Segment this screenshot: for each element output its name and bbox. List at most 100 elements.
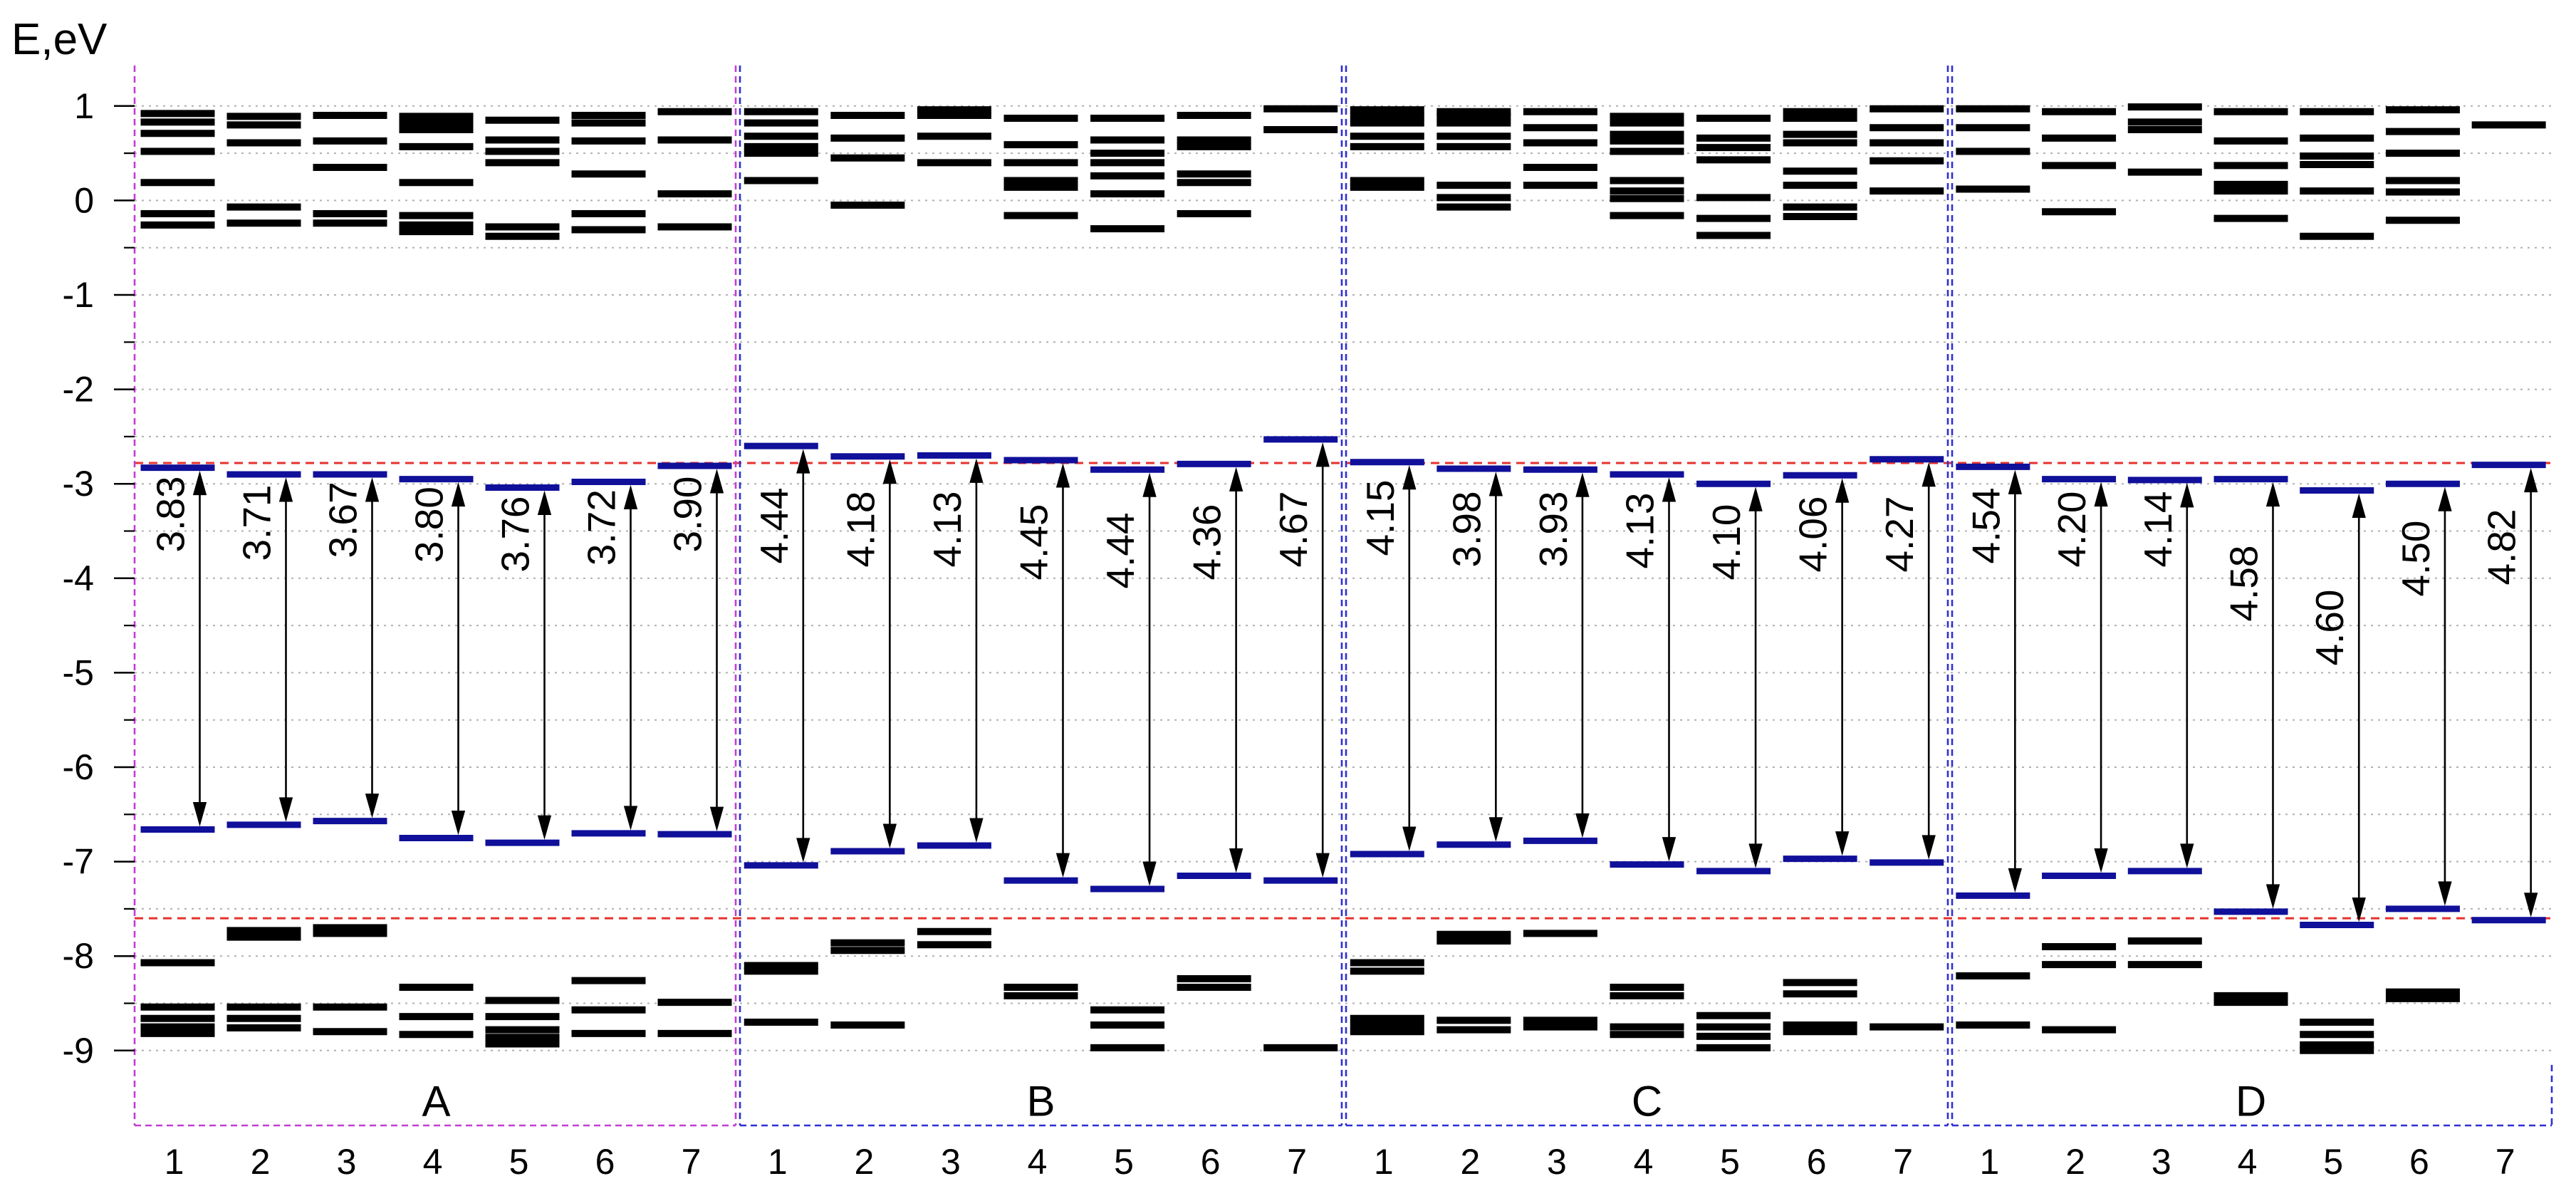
arrowhead-up bbox=[2438, 487, 2452, 511]
arrowhead-up bbox=[365, 477, 380, 502]
gap-arrow bbox=[1835, 478, 1850, 856]
gap-label: 4.60 bbox=[2308, 589, 2352, 665]
gap-arrow bbox=[537, 490, 552, 840]
molecule-levels: 4.67 bbox=[1263, 105, 1338, 1051]
arrowhead-up bbox=[2352, 493, 2366, 518]
arrowhead-down bbox=[451, 810, 466, 836]
arrowhead-down bbox=[969, 818, 984, 843]
gap-arrow bbox=[2180, 483, 2194, 868]
gap-arrow bbox=[2523, 467, 2538, 917]
gap-label: 4.10 bbox=[1704, 504, 1748, 580]
gap-arrow bbox=[365, 477, 380, 818]
gap-label: 3.90 bbox=[666, 476, 710, 552]
gap-label: 4.54 bbox=[1964, 487, 2008, 563]
arrowhead-up bbox=[1488, 472, 1503, 496]
group-label: B bbox=[1026, 1078, 1055, 1125]
gap-label: 3.72 bbox=[580, 489, 624, 566]
molecule-levels: 4.20 bbox=[2042, 108, 2117, 1034]
arrowhead-up bbox=[2523, 467, 2538, 493]
molecule-levels: 3.72 bbox=[571, 112, 646, 1037]
molecule-label: 5 bbox=[1114, 1142, 1134, 1182]
gap-arrow bbox=[451, 482, 466, 836]
arrowhead-down bbox=[1142, 861, 1157, 886]
molecule-levels: 3.93 bbox=[1523, 108, 1597, 1031]
molecule-label: 6 bbox=[1807, 1142, 1827, 1182]
arrowhead-down bbox=[537, 815, 552, 840]
molecule-label: 2 bbox=[251, 1142, 271, 1182]
gap-label: 4.58 bbox=[2222, 545, 2266, 621]
gap-arrow bbox=[2352, 493, 2366, 922]
gap-arrow bbox=[2438, 487, 2452, 906]
molecule-levels: 4.58 bbox=[2213, 108, 2288, 1007]
gap-arrow bbox=[1921, 462, 1936, 860]
molecule-label: 5 bbox=[1720, 1142, 1740, 1182]
molecule-label: 3 bbox=[941, 1142, 961, 1182]
molecule-label: 3 bbox=[337, 1142, 357, 1182]
molecule-label: 7 bbox=[1893, 1142, 1913, 1182]
group-frame-a bbox=[133, 66, 737, 1127]
grid-layer bbox=[135, 105, 2552, 1051]
gap-arrow bbox=[1055, 463, 1070, 878]
arrowhead-up bbox=[1835, 478, 1850, 503]
arrowhead-up bbox=[1142, 472, 1157, 497]
gap-arrow bbox=[796, 449, 810, 863]
arrowhead-up bbox=[1402, 464, 1417, 490]
molecule-levels: 3.90 bbox=[657, 108, 732, 1037]
arrowhead-up bbox=[1229, 467, 1243, 492]
molecule-label: 3 bbox=[1547, 1142, 1567, 1182]
group-frame-d bbox=[1951, 66, 2553, 1127]
gap-label: 3.98 bbox=[1444, 491, 1488, 567]
y-tick-label: -3 bbox=[63, 464, 94, 504]
gap-label: 3.71 bbox=[235, 484, 279, 561]
arrowhead-down bbox=[1488, 817, 1503, 842]
gap-arrow bbox=[623, 484, 638, 831]
y-tick-label: -7 bbox=[63, 842, 94, 882]
y-tick-label: 0 bbox=[74, 180, 94, 220]
arrowhead-down bbox=[623, 806, 638, 831]
gap-arrow bbox=[192, 470, 207, 827]
arrowhead-up bbox=[2180, 483, 2194, 508]
gap-arrow bbox=[1488, 472, 1503, 842]
gap-arrow bbox=[278, 477, 293, 822]
y-axis: 1 0 -1 -2 -3 -4 -5 -6 -7 -8 -9 bbox=[63, 86, 135, 1071]
arrowhead-up bbox=[1575, 472, 1590, 497]
molecule-levels: 3.67 bbox=[313, 112, 387, 1036]
arrowhead-up bbox=[2008, 469, 2023, 494]
arrowhead-down bbox=[1748, 843, 1763, 868]
arrowhead-down bbox=[1402, 826, 1417, 851]
arrowhead-up bbox=[1315, 442, 1330, 467]
group-b: B 4.44 1 4.18 2 4.13 3 4.45 4 4.44 5 4.36 6 4.67 7 bbox=[744, 105, 1338, 1182]
arrowhead-down bbox=[192, 802, 207, 827]
arrowhead-down bbox=[365, 794, 380, 818]
arrowhead-down bbox=[2265, 884, 2280, 909]
gap-arrow bbox=[1662, 477, 1677, 862]
molecule-label: 4 bbox=[423, 1142, 443, 1182]
molecule-levels: 3.80 bbox=[399, 113, 474, 1039]
arrowhead-up bbox=[537, 490, 552, 516]
arrowhead-up bbox=[278, 477, 293, 502]
gap-label: 4.67 bbox=[1271, 491, 1315, 567]
gap-arrow bbox=[1402, 464, 1417, 851]
molecule-levels: 4.15 bbox=[1350, 106, 1424, 1036]
arrowhead-down bbox=[1575, 813, 1590, 838]
gap-label: 4.44 bbox=[752, 487, 796, 563]
y-tick-label: -4 bbox=[63, 558, 94, 598]
arrowhead-up bbox=[451, 482, 466, 507]
molecule-label: 5 bbox=[2323, 1142, 2343, 1182]
arrowhead-down bbox=[2438, 881, 2452, 906]
gap-arrow bbox=[1315, 442, 1330, 878]
molecule-label: 1 bbox=[165, 1142, 184, 1182]
group-a: A 3.83 1 3.71 2 3.67 3 3.80 4 3.76 5 3.72 6 3.90 7 bbox=[140, 108, 732, 1182]
arrowhead-up bbox=[969, 458, 984, 483]
gap-arrow bbox=[2265, 482, 2280, 909]
y-tick-label: -1 bbox=[63, 275, 94, 315]
y-tick-label: -6 bbox=[63, 747, 94, 787]
arrowhead-up bbox=[882, 459, 897, 484]
y-tick-label: -8 bbox=[63, 936, 94, 976]
molecule-label: 2 bbox=[854, 1142, 874, 1182]
arrowhead-up bbox=[1662, 477, 1677, 502]
molecule-label: 6 bbox=[1201, 1142, 1221, 1182]
y-tick-label: -9 bbox=[63, 1031, 94, 1071]
arrowhead-down bbox=[2094, 848, 2108, 873]
